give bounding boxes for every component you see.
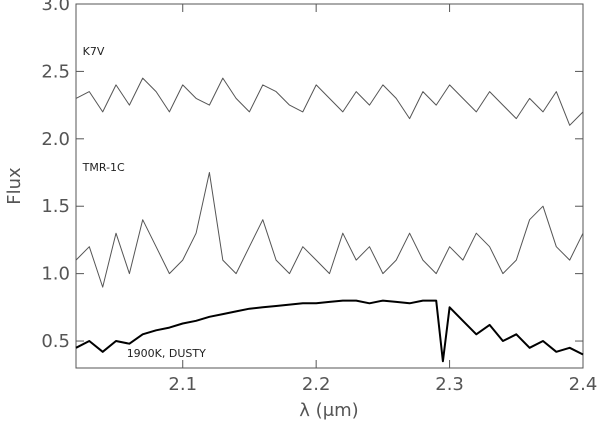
x-tick-label: 2.4 (569, 374, 598, 395)
x-axis-title: λ (μm) (299, 400, 358, 421)
y-tick-label: 1.5 (41, 196, 70, 217)
annotation-layer: K7V TMR-1C 1900K, DUSTY (82, 45, 206, 360)
series-label-k7v: K7V (83, 45, 105, 58)
y-tick-label: 0.5 (41, 331, 70, 352)
series-layer (75, 77, 584, 363)
series-label-1900k-dusty: 1900K, DUSTY (127, 347, 206, 360)
x-tick-label: 2.2 (302, 374, 331, 395)
y-tick-label: 2.5 (41, 61, 70, 82)
tick-layer: 2.1 2.2 2.3 2.4 0.5 1.0 1.5 2.0 2.5 3.0 (41, 0, 597, 395)
y-tick-label: 3.0 (41, 0, 70, 15)
series-line-k7v (75, 77, 584, 126)
y-tick-label: 1.0 (41, 264, 70, 285)
y-tick-label: 2.0 (41, 129, 70, 150)
series-line-1900k-dusty (75, 299, 584, 363)
series-line-tmr-1c (75, 172, 584, 288)
plot-frame (75, 3, 584, 369)
x-tick-label: 2.3 (435, 374, 464, 395)
series-label-tmr-1c: TMR-1C (82, 161, 125, 174)
y-axis-title: Flux (4, 167, 25, 205)
x-tick-label: 2.1 (168, 374, 197, 395)
